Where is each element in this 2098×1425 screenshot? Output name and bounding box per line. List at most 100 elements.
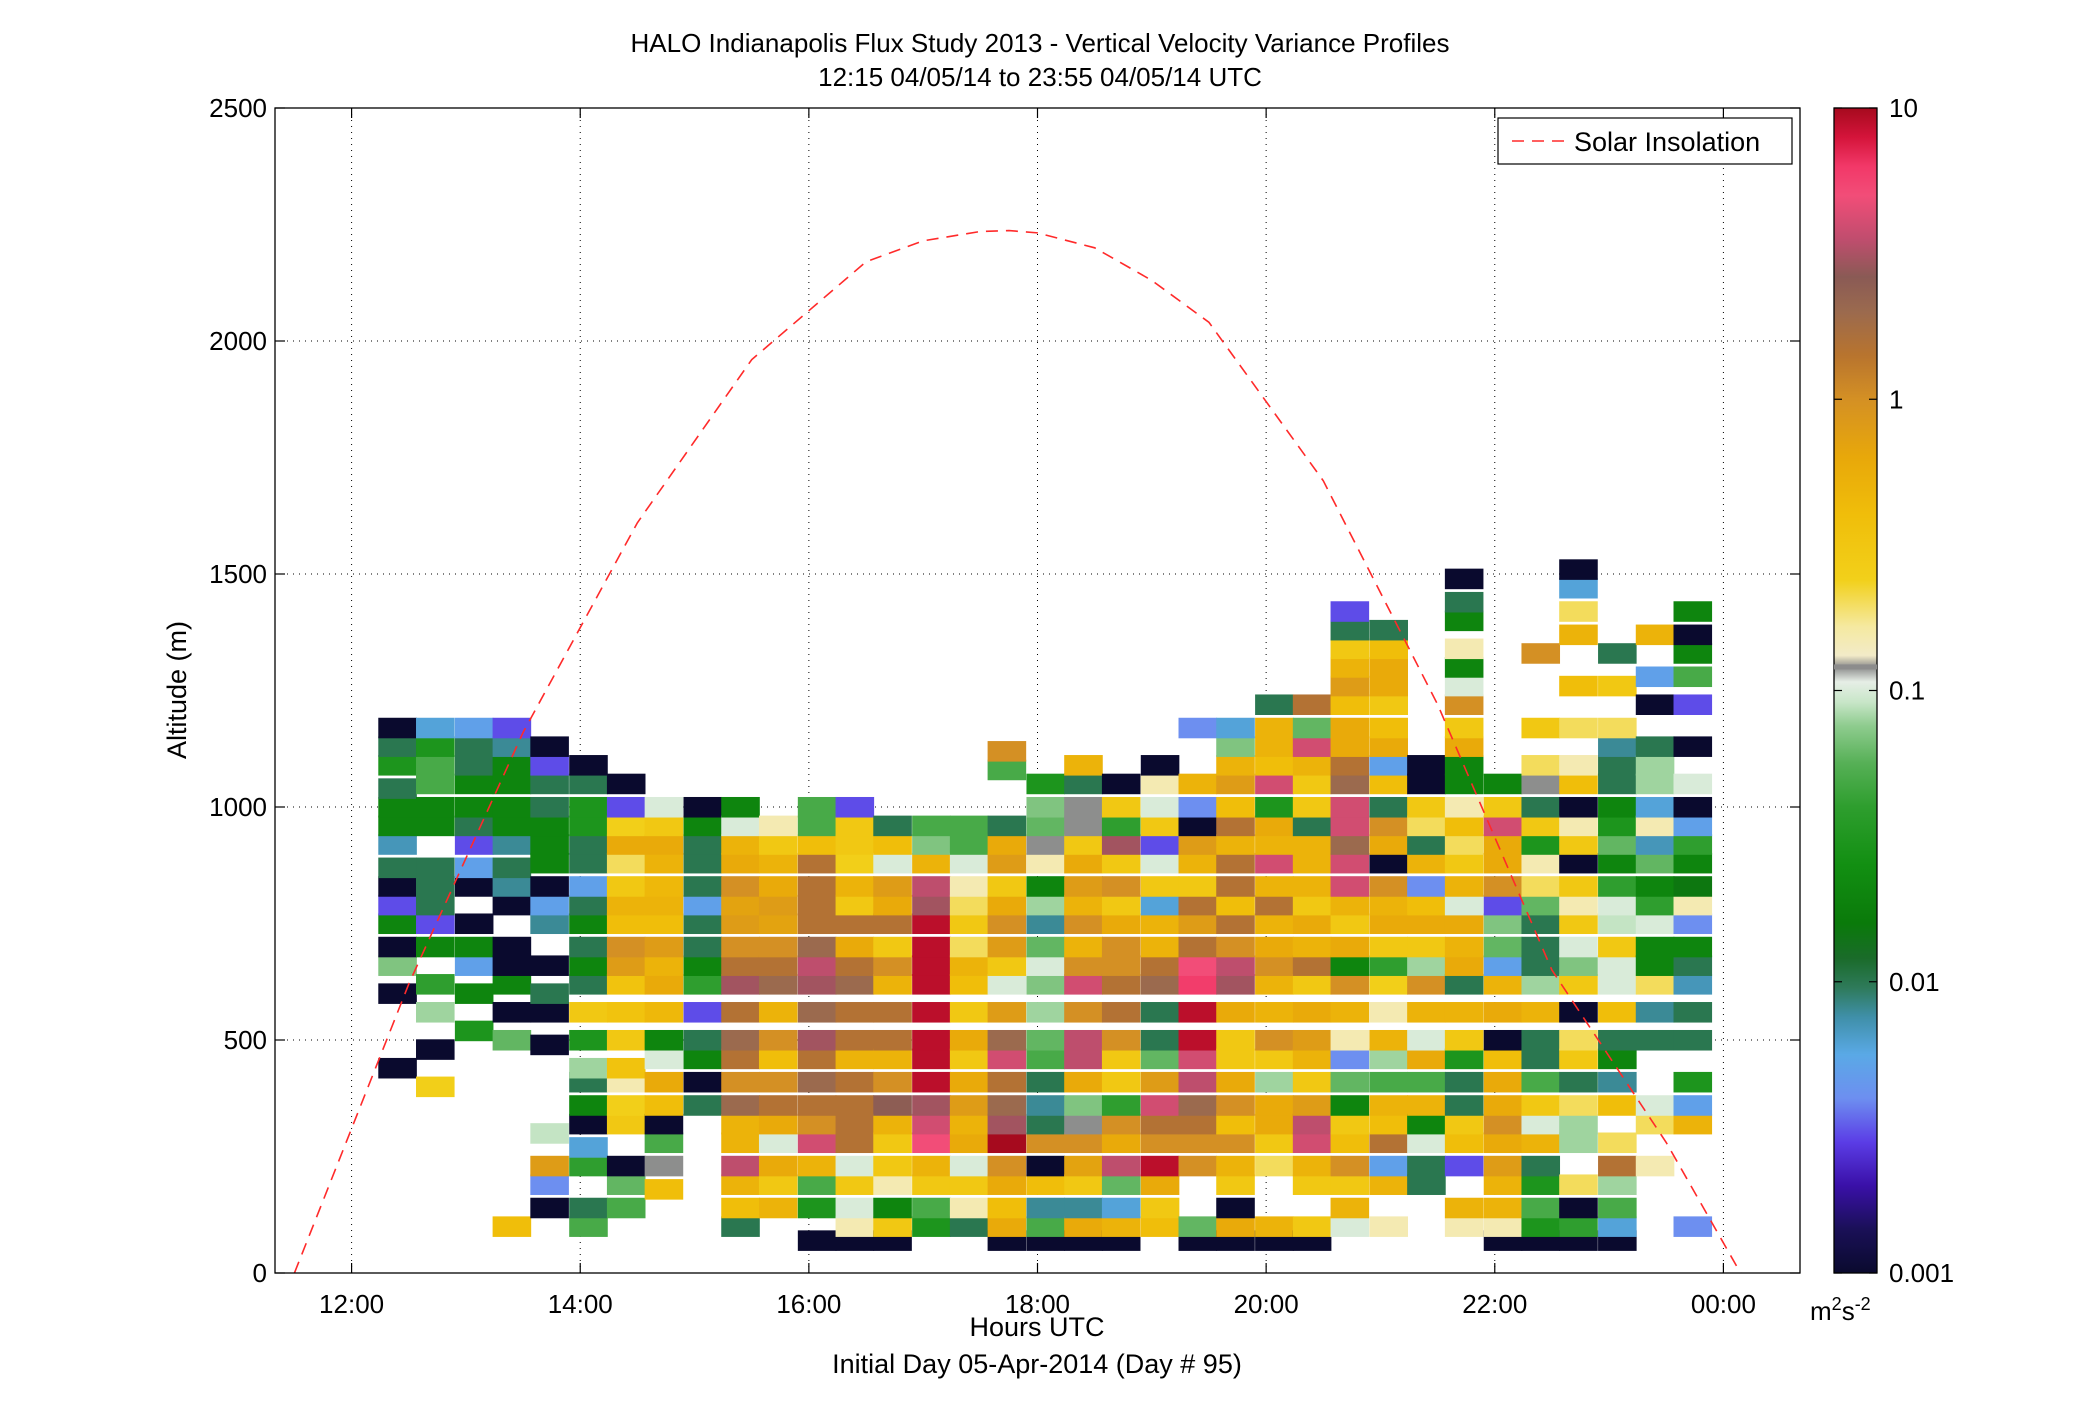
heatmap-cell <box>1292 1095 1332 1116</box>
heatmap-cell <box>1369 852 1408 874</box>
heatmap-cell <box>1483 1174 1523 1195</box>
heatmap-cell <box>1444 657 1484 678</box>
colorbar-tick-labels: 0.001 0.01 0.1 1 10 <box>1889 93 1954 1288</box>
heatmap-cell <box>1369 1132 1408 1154</box>
heatmap-cell <box>454 717 494 739</box>
heatmap-cell <box>758 913 798 935</box>
heatmap-cell <box>1026 1113 1066 1135</box>
heatmap-cell <box>683 1029 723 1051</box>
heatmap-cell <box>1330 601 1370 622</box>
heatmap-cell <box>873 1174 912 1195</box>
heatmap-cell <box>1407 1071 1446 1093</box>
heatmap-cell <box>987 1197 1027 1219</box>
heatmap-cell <box>378 913 417 935</box>
heatmap-cell <box>492 815 532 837</box>
heatmap-cell <box>987 759 1027 781</box>
heatmap-cell <box>721 1132 760 1154</box>
heatmap-cell <box>1407 1095 1446 1116</box>
heatmap-cell <box>1521 1002 1561 1023</box>
heatmap-cell <box>1598 1029 1637 1051</box>
heatmap-cell <box>530 755 569 776</box>
heatmap-cell <box>1444 936 1484 958</box>
heatmap-cell <box>1673 876 1713 897</box>
heatmap-cell <box>1521 1071 1561 1093</box>
heatmap-cell <box>1559 1002 1598 1023</box>
heatmap-cell <box>1140 913 1180 935</box>
heatmap-cell <box>606 796 646 818</box>
heatmap-cell <box>644 913 684 935</box>
colorbar-tick-label: 0.01 <box>1889 967 1940 997</box>
heatmap-cell <box>683 936 723 958</box>
heatmap-cell <box>492 894 532 916</box>
heatmap-cell <box>1598 1002 1637 1023</box>
heatmap-cell <box>1178 717 1218 739</box>
heatmap-cell <box>492 755 532 776</box>
heatmap-cell <box>1407 1113 1446 1135</box>
heatmap-cell <box>1064 955 1103 976</box>
heatmap-cell <box>530 955 569 976</box>
heatmap-cell <box>873 1002 912 1023</box>
heatmap-cell <box>1292 773 1332 795</box>
heatmap-cell <box>683 955 723 976</box>
heatmap-cell <box>1483 913 1523 935</box>
heatmap-cell <box>758 974 798 995</box>
heatmap-cell <box>1483 1155 1523 1177</box>
heatmap-cell <box>1292 1216 1332 1237</box>
heatmap-cell <box>1483 1071 1523 1093</box>
heatmap-cell <box>1483 834 1523 855</box>
heatmap-cell <box>1216 936 1255 958</box>
heatmap-cell <box>1635 1113 1675 1135</box>
heatmap-cell <box>530 796 569 818</box>
heatmap-cell <box>1635 955 1675 976</box>
colorbar-tick-label: 1 <box>1889 384 1903 414</box>
heatmap-cell <box>1178 1113 1218 1135</box>
heatmap-cell <box>1140 955 1180 976</box>
heatmap-cell <box>1635 974 1675 995</box>
heatmap-cell <box>454 936 494 958</box>
heatmap-cell <box>1255 894 1294 916</box>
heatmap-cell <box>1026 1002 1066 1023</box>
heatmap-cell <box>1598 834 1637 855</box>
heatmap-cell <box>378 894 417 916</box>
heatmap-cell <box>1026 913 1066 935</box>
heatmap-cell <box>1369 894 1408 916</box>
heatmap-cell <box>1635 834 1675 855</box>
heatmap-cell <box>1292 913 1332 935</box>
heatmap-cell <box>1064 1216 1103 1237</box>
heatmap-cell <box>721 1174 760 1195</box>
heatmap-cell <box>1369 619 1408 641</box>
heatmap-cell <box>1026 1048 1066 1070</box>
heatmap-cell <box>1026 1197 1066 1219</box>
heatmap-cell <box>1064 894 1103 916</box>
heatmap-cell <box>1216 773 1255 795</box>
heatmap-cell <box>492 1002 532 1023</box>
heatmap-cell <box>1178 1048 1218 1070</box>
heatmap-cell <box>606 894 646 916</box>
heatmap-cell <box>683 876 723 897</box>
heatmap-cell <box>1369 1095 1408 1116</box>
heatmap-cell <box>1216 815 1255 837</box>
heatmap-cell <box>1559 913 1598 935</box>
heatmap-cell <box>530 852 569 874</box>
heatmap-cell <box>606 852 646 874</box>
heatmap-cell <box>1178 796 1218 818</box>
x-tick-label: 14:00 <box>548 1289 613 1319</box>
heatmap-cell <box>1407 815 1446 837</box>
heatmap-cell <box>1064 936 1103 958</box>
heatmap-cell <box>1598 675 1637 697</box>
heatmap-cell <box>987 834 1027 855</box>
heatmap-cell <box>758 1113 798 1135</box>
heatmap-cell <box>912 1155 951 1177</box>
heatmap-cell <box>1407 773 1446 795</box>
heatmap-cell <box>1178 876 1218 897</box>
heatmap-cell <box>1178 955 1218 976</box>
heatmap-cell <box>1521 1174 1561 1195</box>
heatmap-cell <box>1483 815 1523 837</box>
heatmap-cell <box>1483 1095 1523 1116</box>
heatmap-cell <box>797 1155 837 1177</box>
heatmap-cell <box>606 876 646 897</box>
heatmap-cell <box>873 834 912 855</box>
heatmap-cell <box>683 1048 723 1070</box>
heatmap-cell <box>1064 876 1103 897</box>
heatmap-cell <box>683 894 723 916</box>
